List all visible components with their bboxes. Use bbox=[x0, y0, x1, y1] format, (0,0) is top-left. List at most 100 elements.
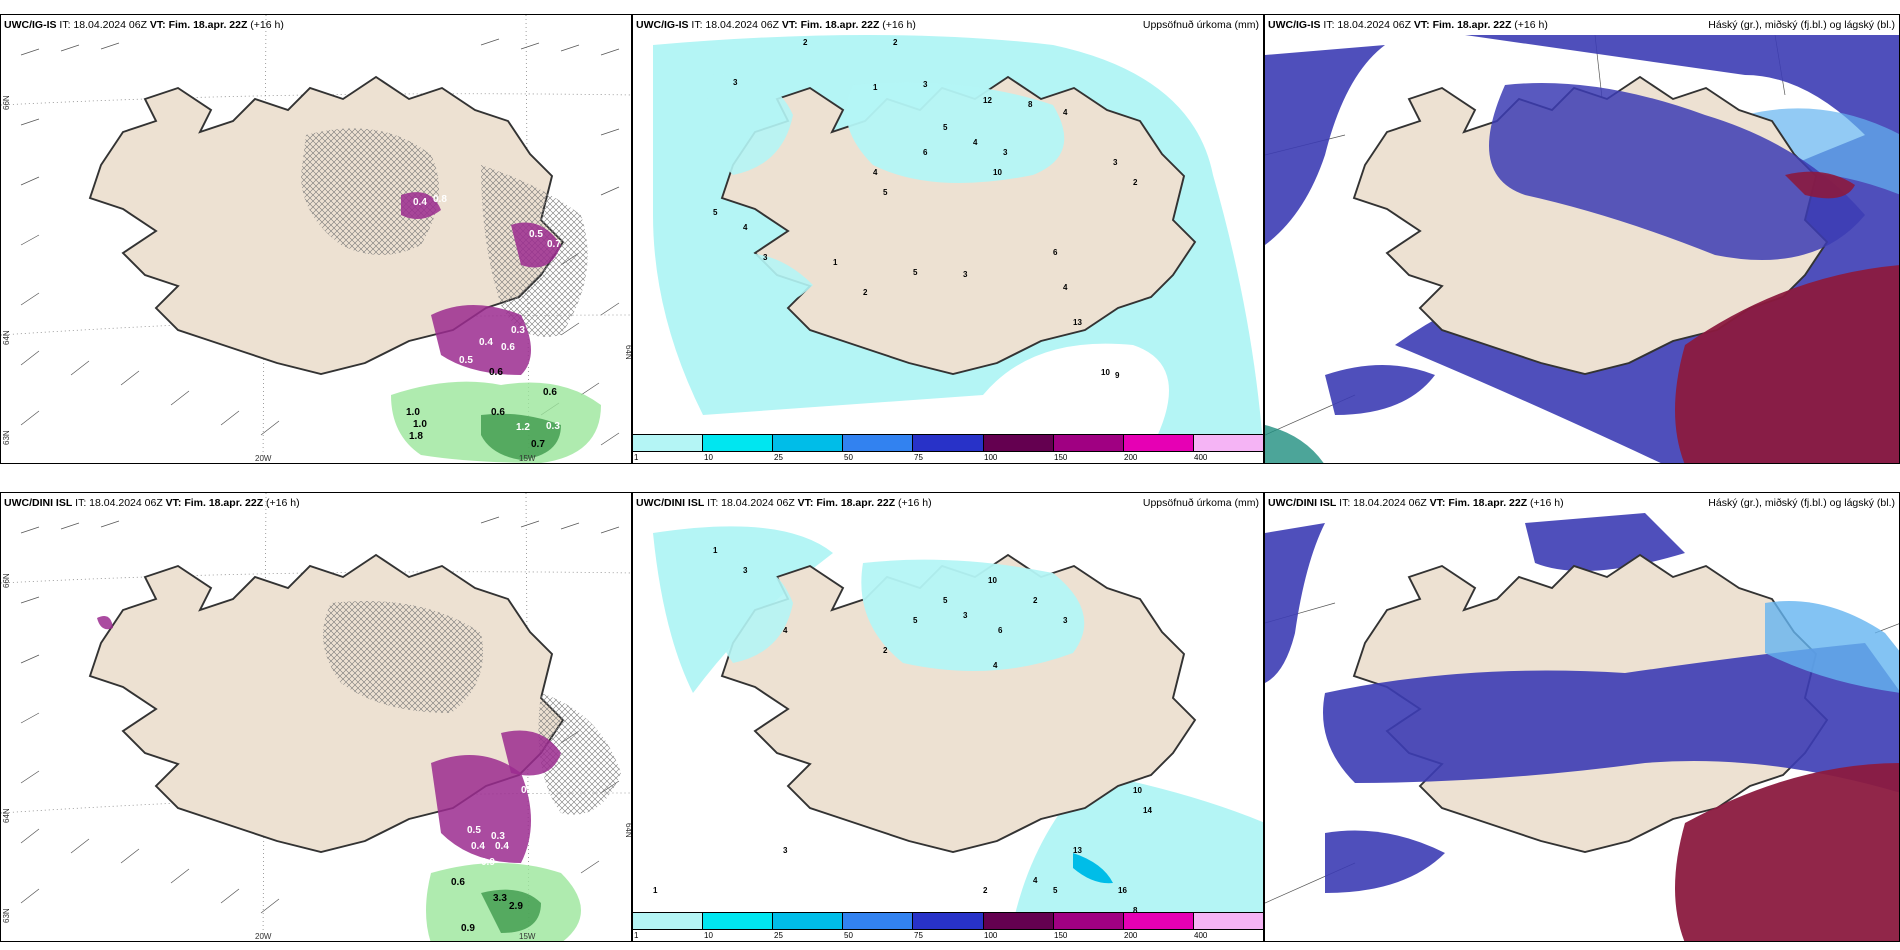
colorbar-label: 10 bbox=[704, 453, 713, 462]
colorbar-label: 200 bbox=[1124, 931, 1138, 940]
colorbar-swatch bbox=[1123, 913, 1194, 929]
value-label: 0.3 bbox=[546, 421, 560, 432]
svg-text:3: 3 bbox=[923, 80, 928, 89]
svg-text:4: 4 bbox=[743, 223, 748, 232]
colorbar-swatch bbox=[633, 435, 704, 451]
svg-text:10: 10 bbox=[993, 168, 1002, 177]
svg-text:3: 3 bbox=[763, 253, 768, 262]
svg-text:13: 13 bbox=[1073, 318, 1082, 327]
colorbar-label: 10 bbox=[704, 931, 713, 940]
svg-text:2: 2 bbox=[893, 38, 898, 47]
value-label: 0.7 bbox=[547, 239, 561, 250]
lat-label: 66N bbox=[2, 95, 11, 110]
colorbar-swatch bbox=[983, 913, 1054, 929]
svg-text:5: 5 bbox=[883, 188, 888, 197]
colorbar-labels: 1 10 25 50 75 100 150 200 400 bbox=[632, 453, 1264, 465]
lat-label: 63N bbox=[2, 430, 11, 445]
svg-text:5: 5 bbox=[943, 596, 948, 605]
svg-text:5: 5 bbox=[713, 208, 718, 217]
colorbar-label: 400 bbox=[1194, 453, 1208, 462]
colorbar-swatch bbox=[703, 435, 774, 451]
lon-label: 20W bbox=[255, 932, 272, 941]
svg-text:3: 3 bbox=[783, 846, 788, 855]
svg-text:10: 10 bbox=[1133, 786, 1142, 795]
value-label: 1.0 bbox=[406, 407, 420, 418]
panel-subtitle: Háský (gr.), miðský (fj.bl.) og lágský (… bbox=[1708, 497, 1895, 509]
svg-text:3: 3 bbox=[1063, 616, 1068, 625]
svg-text:1: 1 bbox=[833, 258, 838, 267]
value-label: 1.0 bbox=[413, 419, 427, 430]
colorbar-label: 50 bbox=[844, 453, 853, 462]
map-cloud-cover bbox=[1265, 15, 1899, 463]
value-label: 0.6 bbox=[491, 407, 505, 418]
colorbar-label: 400 bbox=[1194, 931, 1208, 940]
panel-title: UWC/IG-IS IT: 18.04.2024 06Z VT: Fim. 18… bbox=[1268, 19, 1548, 31]
svg-text:2: 2 bbox=[883, 646, 888, 655]
svg-text:9: 9 bbox=[1115, 371, 1120, 380]
map-cloud-cover bbox=[1265, 493, 1899, 941]
panel-subtitle: Háský (gr.), miðský (fj.bl.) og lágský (… bbox=[1708, 19, 1895, 31]
colorbar-label: 25 bbox=[774, 453, 783, 462]
svg-text:1: 1 bbox=[713, 546, 718, 555]
value-label: 0.8 bbox=[433, 194, 447, 205]
precip-colorbar bbox=[632, 434, 1264, 452]
svg-text:3: 3 bbox=[733, 78, 738, 87]
wind-barbs bbox=[20, 38, 620, 446]
colorbar-label: 1 bbox=[634, 453, 639, 462]
map-accum-precip: 10 5 3 2 5 6 3 4 2 1 3 4 10 14 13 16 8 4… bbox=[633, 493, 1263, 923]
lat-label: 64N bbox=[624, 823, 632, 838]
value-label: 1.8 bbox=[409, 431, 423, 442]
colorbar-swatch bbox=[1193, 435, 1263, 451]
svg-text:12: 12 bbox=[983, 96, 992, 105]
colorbar-labels: 1 10 25 50 75 100 150 200 400 bbox=[632, 931, 1264, 943]
colorbar-label: 200 bbox=[1124, 453, 1138, 462]
precip-values: 2 2 3 1 3 12 8 4 5 4 3 6 10 4 5 3 2 5 4 … bbox=[713, 38, 1138, 380]
value-label: 0.5 bbox=[529, 229, 543, 240]
colorbar-label: 1 bbox=[634, 931, 639, 940]
map-accum-precip: 2 2 3 1 3 12 8 4 5 4 3 6 10 4 5 3 2 5 4 … bbox=[633, 15, 1263, 445]
svg-text:5: 5 bbox=[943, 123, 948, 132]
svg-text:4: 4 bbox=[993, 661, 998, 670]
svg-text:8: 8 bbox=[1028, 100, 1033, 109]
svg-text:4: 4 bbox=[1033, 876, 1038, 885]
colorbar-swatch bbox=[1123, 435, 1194, 451]
colorbar-label: 150 bbox=[1054, 453, 1068, 462]
svg-text:3: 3 bbox=[963, 270, 968, 279]
svg-text:4: 4 bbox=[1063, 283, 1068, 292]
value-label: 0.6 bbox=[451, 877, 465, 888]
value-label: 0.6 bbox=[543, 387, 557, 398]
svg-text:4: 4 bbox=[1063, 108, 1068, 117]
lon-label: 15W bbox=[519, 454, 536, 463]
svg-text:4: 4 bbox=[873, 168, 878, 177]
svg-text:16: 16 bbox=[1118, 886, 1127, 895]
panel-title: UWC/DINI ISL IT: 18.04.2024 06Z VT: Fim.… bbox=[4, 497, 300, 509]
panel-subtitle: Uppsöfnuð úrkoma (mm) bbox=[1142, 497, 1259, 509]
svg-text:1: 1 bbox=[873, 83, 878, 92]
svg-text:6: 6 bbox=[1053, 248, 1058, 257]
colorbar-swatch bbox=[773, 435, 844, 451]
lat-label: 66N bbox=[2, 573, 11, 588]
lon-label: 20W bbox=[255, 454, 272, 463]
colorbar-label: 75 bbox=[914, 453, 923, 462]
value-label: 0.3 bbox=[521, 785, 535, 796]
panel-wind-precip-dini: UWC/DINI ISL IT: 18.04.2024 06Z VT: Fim.… bbox=[0, 492, 632, 942]
colorbar-swatch bbox=[843, 435, 914, 451]
value-label: 1.2 bbox=[516, 422, 530, 433]
colorbar-label: 25 bbox=[774, 931, 783, 940]
colorbar-label: 150 bbox=[1054, 931, 1068, 940]
panel-title: UWC/IG-IS IT: 18.04.2024 06Z VT: Fim. 18… bbox=[636, 19, 916, 31]
svg-text:6: 6 bbox=[923, 148, 928, 157]
lat-label: 64N bbox=[2, 330, 11, 345]
colorbar-swatch bbox=[913, 913, 984, 929]
colorbar-swatch bbox=[913, 435, 984, 451]
svg-text:6: 6 bbox=[998, 626, 1003, 635]
svg-text:10: 10 bbox=[1101, 368, 1110, 377]
colorbar-swatch bbox=[703, 913, 774, 929]
map-wind-precip: 0.4 0.8 0.5 0.7 0.3 0.4 0.6 0.5 1.0 1.0 … bbox=[1, 15, 631, 463]
svg-text:8: 8 bbox=[1133, 906, 1138, 915]
panel-title: UWC/DINI ISL IT: 18.04.2024 06Z VT: Fim.… bbox=[1268, 497, 1564, 509]
svg-text:2: 2 bbox=[863, 288, 868, 297]
panel-title: UWC/IG-IS IT: 18.04.2024 06Z VT: Fim. 18… bbox=[4, 19, 284, 31]
svg-text:2: 2 bbox=[1033, 596, 1038, 605]
svg-text:2: 2 bbox=[983, 886, 988, 895]
